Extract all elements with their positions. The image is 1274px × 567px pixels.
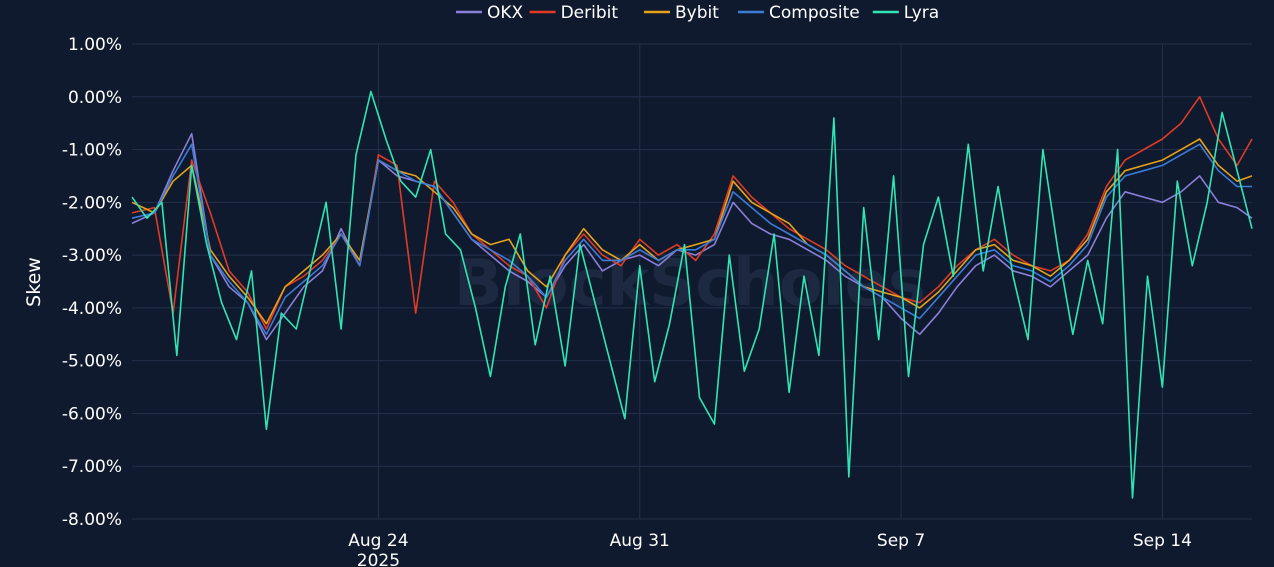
x-tick-label: Aug 24 [348, 531, 408, 551]
legend-item-lyra[interactable]: Lyra [872, 3, 939, 23]
legend-label: Composite [769, 3, 860, 23]
series-line-okx [131, 132, 1253, 341]
watermark: BlockScholes [454, 247, 926, 321]
legend-item-okx[interactable]: OKX [456, 3, 524, 23]
legend-label: OKX [487, 3, 524, 23]
y-tick-label: -1.00% [62, 141, 122, 161]
x-tick-sublabel: 2025 [357, 551, 400, 567]
y-tick-label: -2.00% [62, 193, 122, 213]
legend-item-deribit[interactable]: Deribit [529, 3, 619, 23]
y-tick-label: -7.00% [62, 457, 122, 477]
y-tick-label: 1.00% [68, 35, 122, 55]
legend-item-bybit[interactable]: Bybit [644, 3, 719, 23]
series-line-lyra [131, 90, 1253, 499]
y-axis-label: Skew [23, 257, 45, 307]
y-axis-ticks: 1.00% 0.00% -1.00% -2.00% -3.00% -4.00% -5.00%… [62, 35, 122, 530]
y-tick-label: -4.00% [62, 299, 122, 319]
legend-label: Lyra [904, 3, 939, 23]
legend[interactable]: OKX Deribit Bybit Composite Lyra [456, 3, 939, 23]
x-tick-label: Sep 14 [1133, 531, 1192, 551]
series-layer [131, 90, 1253, 499]
legend-label: Deribit [561, 3, 619, 23]
x-tick-label: Sep 7 [877, 531, 925, 551]
y-tick-label: -3.00% [62, 246, 122, 266]
series-line-bybit [131, 138, 1253, 325]
series-line-composite [131, 143, 1252, 336]
y-tick-label: -5.00% [62, 352, 122, 372]
y-tick-label: -6.00% [62, 404, 122, 424]
legend-label: Bybit [675, 3, 719, 23]
x-tick-label: Aug 31 [610, 531, 670, 551]
y-tick-label: 0.00% [68, 88, 122, 108]
legend-item-composite[interactable]: Composite [738, 3, 860, 23]
y-tick-label: -8.00% [62, 510, 122, 530]
